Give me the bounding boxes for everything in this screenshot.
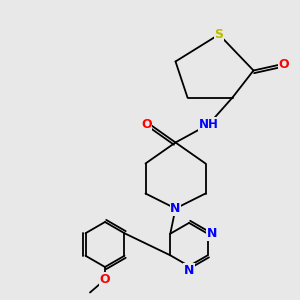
Text: N: N xyxy=(184,264,194,277)
Text: O: O xyxy=(279,58,289,71)
Text: O: O xyxy=(141,118,152,131)
Text: N: N xyxy=(170,202,181,215)
Text: NH: NH xyxy=(199,118,218,131)
Text: O: O xyxy=(100,273,110,286)
Text: N: N xyxy=(207,227,217,240)
Text: S: S xyxy=(214,28,224,41)
